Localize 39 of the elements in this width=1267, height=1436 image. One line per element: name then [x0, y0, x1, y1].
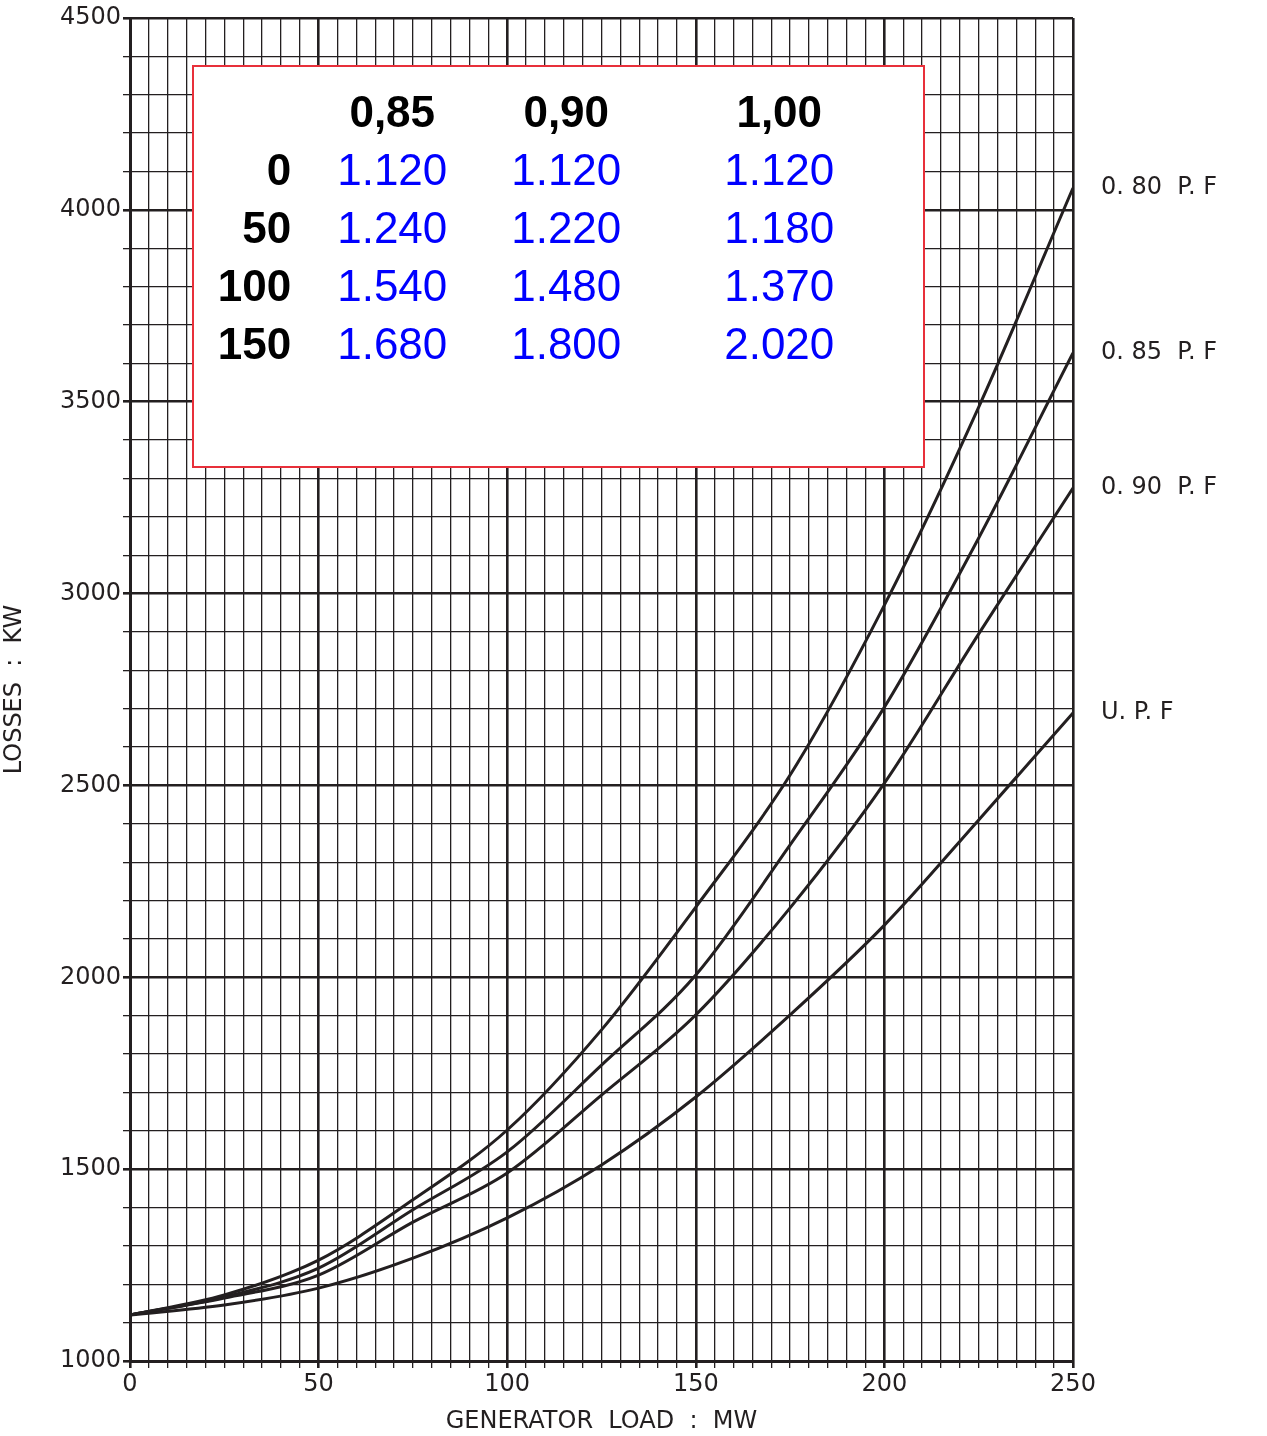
- series-label: 0. 85 P. F: [1101, 337, 1218, 366]
- series-label: 0. 80 P. F: [1101, 172, 1218, 201]
- series-label: U. P. F: [1101, 697, 1174, 726]
- x-tick-label: 0: [122, 1368, 138, 1397]
- annotation: 2.020: [724, 319, 835, 369]
- y-tick-label: 4500: [59, 2, 121, 31]
- annotation: 1,00: [736, 87, 823, 137]
- y-tick-label: 3000: [59, 577, 121, 606]
- annotation: 1.120: [337, 145, 448, 195]
- annotation: 1.680: [337, 319, 448, 369]
- y-tick-label: 1000: [59, 1345, 121, 1374]
- annotation: 50: [242, 203, 292, 253]
- annotation: 1.800: [511, 319, 622, 369]
- y-tick-label: 2000: [59, 961, 121, 990]
- x-tick-label: 150: [672, 1368, 719, 1397]
- x-tick-label: 100: [484, 1368, 531, 1397]
- annotation: 1.540: [337, 261, 448, 311]
- annotation: 100: [217, 261, 292, 311]
- x-tick-label: 50: [303, 1368, 334, 1397]
- x-tick-label: 250: [1050, 1368, 1096, 1397]
- annotation: 150: [217, 319, 292, 369]
- annotation: 0,85: [349, 87, 436, 137]
- series-label: 0. 90 P. F: [1101, 472, 1218, 501]
- annotation: 1.480: [511, 261, 622, 311]
- x-tick-label: 200: [861, 1368, 908, 1397]
- annotation: 1.240: [337, 203, 448, 253]
- annotation: 1.180: [724, 203, 835, 253]
- y-axis-title: LOSSES : KW: [0, 604, 27, 775]
- annotation: 1.220: [511, 203, 622, 253]
- annotation: 0: [266, 145, 292, 195]
- y-tick-label: 4000: [59, 194, 121, 223]
- y-tick-label: 2500: [59, 769, 121, 798]
- annotation: 1.120: [724, 145, 835, 195]
- annotation: 0,90: [523, 87, 610, 137]
- x-axis-title: GENERATOR LOAD : MW: [445, 1405, 758, 1434]
- annotation: 1.370: [724, 261, 835, 311]
- annotation: 1.120: [511, 145, 622, 195]
- y-tick-label: 3500: [59, 385, 121, 414]
- y-tick-label: 1500: [59, 1153, 121, 1182]
